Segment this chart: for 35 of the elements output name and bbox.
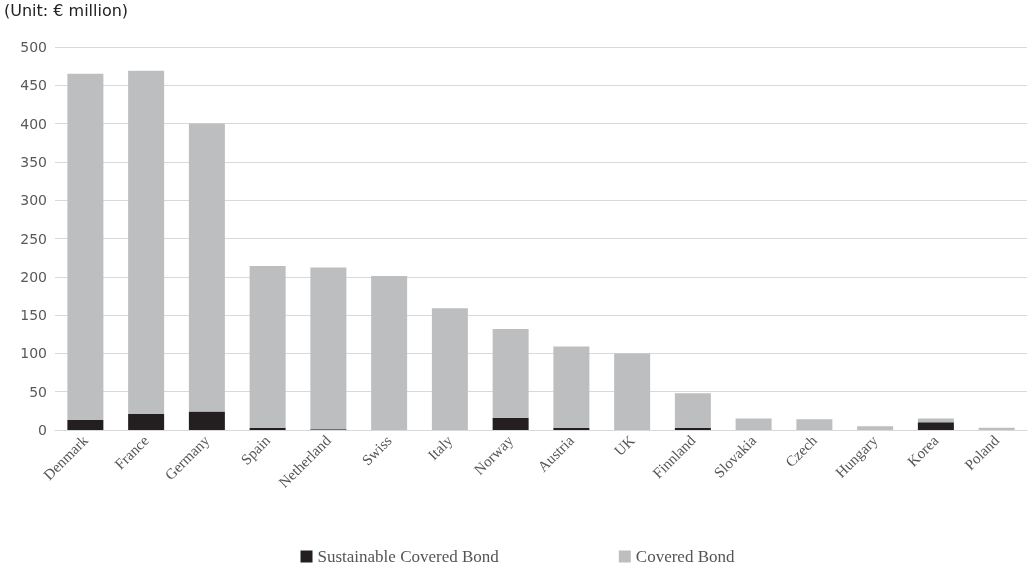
bar <box>310 267 347 430</box>
y-tick-label: 100 <box>20 345 47 362</box>
legend-label: Covered Bond <box>635 547 735 566</box>
legend-label: Sustainable Covered Bond <box>317 547 500 566</box>
y-tick-label: 0 <box>38 422 47 438</box>
bar <box>614 353 651 430</box>
bar <box>492 328 529 418</box>
bar <box>188 123 225 412</box>
bar <box>553 346 590 428</box>
bar <box>735 418 772 430</box>
bar <box>249 266 286 428</box>
x-tick-label: UK <box>611 432 638 459</box>
y-tick-label: 450 <box>20 77 47 94</box>
y-tick-label: 200 <box>20 268 47 285</box>
y-tick-label: 400 <box>20 115 47 132</box>
y-tick-label: 350 <box>20 153 47 170</box>
bar <box>67 420 104 430</box>
bar <box>492 417 529 430</box>
y-tick-label: 250 <box>20 230 47 247</box>
y-tick-label: 150 <box>20 307 47 324</box>
y-tick-label: 300 <box>20 192 47 209</box>
y-tick-label: 50 <box>29 383 47 400</box>
bar <box>917 422 954 430</box>
text: (Unit: € million) <box>4 0 129 20</box>
bar <box>796 419 833 430</box>
bar <box>128 413 165 430</box>
bar <box>674 393 711 428</box>
bar <box>128 70 165 414</box>
bar <box>67 73 104 421</box>
bar <box>188 411 225 430</box>
bar <box>857 426 894 430</box>
y-tick-label: 500 <box>20 39 47 55</box>
bar <box>431 308 468 430</box>
x-tick-label: Italy <box>424 431 456 464</box>
bar <box>371 276 408 430</box>
